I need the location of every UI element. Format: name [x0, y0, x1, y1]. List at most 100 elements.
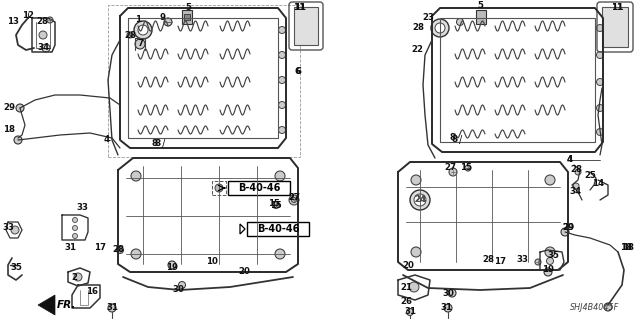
Text: 4: 4: [567, 155, 573, 165]
Text: 27: 27: [288, 194, 300, 203]
Text: 15: 15: [460, 164, 472, 173]
Text: 4: 4: [567, 155, 573, 165]
Text: 29: 29: [562, 224, 574, 233]
Text: 33: 33: [516, 256, 528, 264]
Text: 29: 29: [562, 224, 574, 233]
Circle shape: [42, 44, 50, 52]
Text: 19: 19: [166, 263, 178, 272]
Text: 34: 34: [570, 188, 582, 197]
Text: 20: 20: [238, 268, 250, 277]
Text: 12: 12: [22, 11, 34, 19]
Text: 27: 27: [288, 194, 300, 203]
Text: 17: 17: [494, 257, 506, 266]
Text: 23: 23: [422, 13, 434, 23]
Circle shape: [544, 268, 552, 276]
Circle shape: [596, 78, 604, 85]
Circle shape: [108, 304, 116, 312]
Circle shape: [406, 308, 413, 315]
Circle shape: [131, 249, 141, 259]
Text: 7: 7: [137, 39, 143, 48]
Circle shape: [179, 281, 186, 288]
Circle shape: [275, 171, 285, 181]
Circle shape: [291, 197, 296, 203]
Text: 21: 21: [400, 284, 412, 293]
Text: 11: 11: [611, 4, 623, 12]
Text: 18: 18: [3, 125, 15, 135]
Circle shape: [444, 304, 452, 312]
Circle shape: [278, 101, 285, 108]
Circle shape: [47, 17, 53, 23]
Circle shape: [575, 169, 581, 175]
Circle shape: [535, 259, 541, 265]
Text: 14: 14: [592, 180, 604, 189]
Text: 11: 11: [292, 4, 305, 12]
Circle shape: [289, 195, 299, 205]
Text: 1: 1: [135, 14, 141, 24]
Circle shape: [596, 51, 604, 58]
Text: 20: 20: [402, 261, 414, 270]
Text: B-40-46: B-40-46: [257, 224, 299, 234]
Circle shape: [596, 25, 604, 32]
Circle shape: [414, 194, 426, 206]
Circle shape: [278, 26, 285, 33]
Circle shape: [547, 257, 554, 264]
Text: 25: 25: [584, 172, 596, 181]
Text: 5: 5: [477, 2, 483, 11]
Text: 22: 22: [411, 46, 423, 55]
Circle shape: [545, 247, 555, 257]
Text: 30: 30: [442, 290, 454, 299]
Text: 10: 10: [206, 257, 218, 266]
Text: 33: 33: [2, 224, 14, 233]
Circle shape: [411, 247, 421, 257]
Circle shape: [465, 165, 471, 171]
Text: 4: 4: [104, 136, 110, 145]
Text: 8: 8: [452, 136, 458, 145]
Circle shape: [14, 136, 22, 144]
Text: 15: 15: [270, 201, 282, 210]
Circle shape: [116, 247, 124, 254]
Text: 11: 11: [294, 4, 306, 12]
Text: 11: 11: [611, 4, 623, 12]
Text: SHJ4B4045F: SHJ4B4045F: [570, 303, 620, 313]
Text: 13: 13: [7, 18, 19, 26]
Circle shape: [11, 226, 19, 234]
Text: 5: 5: [185, 3, 191, 11]
Text: 17: 17: [94, 242, 106, 251]
Text: 28: 28: [412, 24, 424, 33]
Text: 24: 24: [414, 196, 426, 204]
Text: 35: 35: [547, 251, 559, 261]
Text: 33: 33: [76, 204, 88, 212]
Circle shape: [431, 19, 449, 37]
Circle shape: [409, 282, 419, 292]
Text: 8: 8: [152, 138, 158, 147]
Text: 2: 2: [71, 272, 77, 281]
Circle shape: [545, 175, 555, 185]
Circle shape: [72, 226, 77, 231]
Circle shape: [39, 31, 47, 39]
Bar: [182, 10, 192, 24]
Circle shape: [138, 25, 148, 35]
Bar: [184, 14, 190, 20]
Bar: [228, 181, 290, 195]
Text: 6: 6: [295, 68, 301, 77]
Circle shape: [135, 39, 145, 49]
Circle shape: [410, 190, 430, 210]
Text: 27: 27: [444, 164, 456, 173]
Text: 9: 9: [160, 13, 166, 23]
Text: 31: 31: [440, 303, 452, 313]
Text: FR.: FR.: [57, 300, 76, 310]
Circle shape: [449, 168, 457, 176]
Text: 28: 28: [482, 256, 494, 264]
Text: /: /: [163, 139, 166, 149]
Circle shape: [273, 202, 280, 209]
Bar: [247, 222, 309, 236]
Polygon shape: [38, 295, 55, 315]
Circle shape: [215, 184, 223, 192]
Text: 8: 8: [449, 133, 455, 143]
Circle shape: [278, 77, 285, 84]
Circle shape: [16, 104, 24, 112]
Text: 18: 18: [622, 243, 634, 253]
Circle shape: [411, 175, 421, 185]
Text: 28: 28: [124, 32, 136, 41]
Circle shape: [74, 273, 82, 281]
